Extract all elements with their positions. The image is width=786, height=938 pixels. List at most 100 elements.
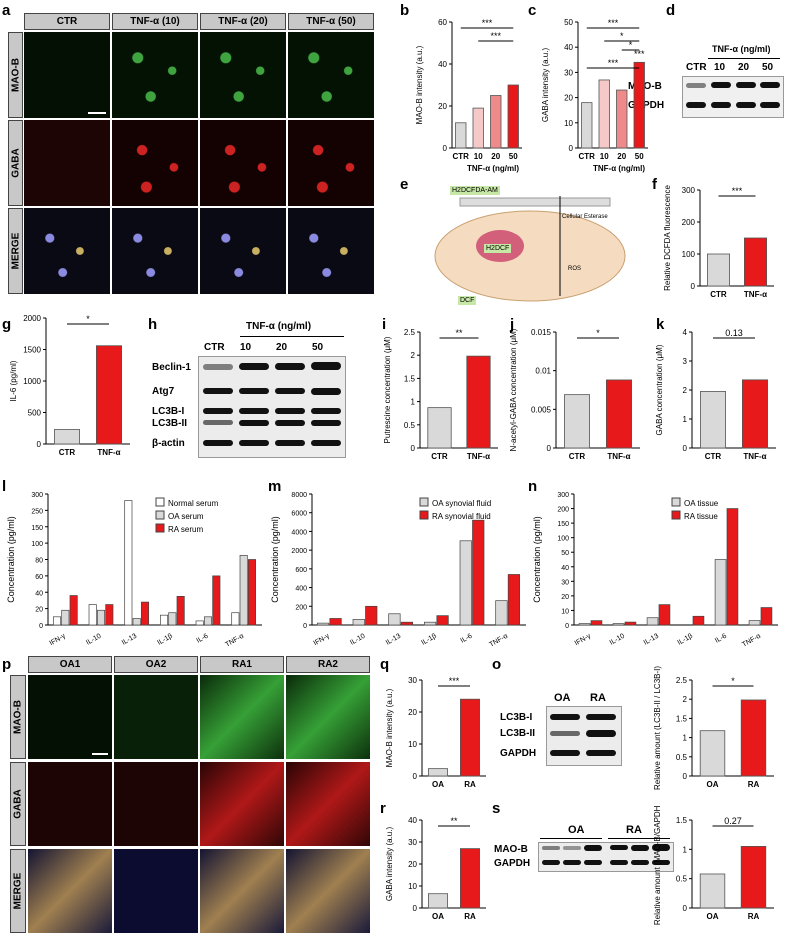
bar-20 [490,95,502,149]
blot-h-line [240,336,344,337]
panel-label-j: j [510,316,515,333]
y-tick-label: 300 [557,492,569,499]
sig-label: * [731,676,735,686]
col-header-tnf20: TNF-α (20) [200,13,286,30]
row-header-maob: MAO-B [8,32,23,118]
band-label-beclin: Beclin-1 [152,362,191,373]
legend-swatch [155,497,165,507]
schematic-label-h2dcf: H2DCF [484,244,512,253]
micro-a-merge-10 [112,208,198,294]
blot-d-line [708,58,780,59]
y-tick-label: 0 [569,144,574,153]
x-tick-label: TNF-α [97,448,120,457]
y-tick-label: 30 [564,68,573,77]
bar-TNF-α [466,355,491,449]
band-h [275,408,305,414]
band-h [203,440,233,446]
band-h [275,363,305,370]
lane-o-ra: RA [590,692,606,704]
bar-IL-6-1 [203,616,213,626]
band-h [275,440,305,446]
lane-h-ctr: CTR [204,342,225,353]
y-tick-label: 8000 [291,492,307,499]
panel-label-g: g [2,316,12,333]
band-h [239,388,269,394]
panel-label-d: d [666,2,676,19]
panel-label-i: i [382,316,387,333]
y-tick-label: 1000 [23,377,41,386]
bar-IL-13-2 [140,601,149,626]
bar-20 [616,89,628,149]
band-s [631,860,649,865]
y-tick-label: 300 [31,492,43,499]
x-tick-label: RA [748,780,760,789]
band-h [311,440,341,446]
legend-label: RA synovial fluid [432,512,491,521]
bar-IL-1β-1 [436,615,449,626]
x-axis-label: TNF-α (ng/ml) [593,164,645,173]
sig-label: *** [608,58,619,68]
micro-p-maob-ra1 [200,675,284,759]
y-tick-label: 150 [31,525,43,532]
y-tick-label: 50 [561,550,569,557]
band-s [542,860,560,865]
y-tick-label: 60 [438,18,447,27]
y-tick-label: 2.5 [404,328,416,337]
panel-label-l: l [2,478,7,495]
y-tick-label: 40 [35,590,43,597]
band-h [275,388,305,394]
lane-h-10: 10 [240,342,252,353]
x-tick-label: 10 [474,152,483,161]
y-tick-label: 1 [411,398,416,407]
panel-label-m: m [268,478,282,495]
row-header-merge: MERGE [8,208,23,294]
y-tick-label: 80 [35,558,43,565]
micro-a-merge-20 [200,208,286,294]
row-header-maob-p: MAO-B [10,675,26,759]
x-tick-label: RA [464,912,476,921]
micro-p-maob-oa1 [28,675,112,759]
bar-IFN-γ-1 [329,618,342,626]
y-tick-label: 300 [682,186,696,195]
bar-CTR [564,394,591,449]
y-tick-label: 0 [547,444,552,453]
x-tick-label: IFN-γ [574,632,593,647]
membrane [459,197,611,207]
bar-IL-1β-0 [424,621,437,626]
bar-IL-13-1 [658,604,671,626]
panel-label-q: q [380,656,390,673]
band-o [550,731,580,736]
bar-IL-13-0 [646,617,659,626]
band-h [239,440,269,446]
x-tick-label: CTR [705,452,722,461]
lane-h-50: 50 [312,342,324,353]
band-label-o-gapdh: GAPDH [500,748,537,759]
y-axis-label: Concentration (pg/ml) [6,516,16,603]
band-d [736,102,756,108]
schematic-label-dcf: DCF [458,296,477,305]
legend-label: RA serum [168,525,203,534]
band-label-atg7: Atg7 [152,386,175,397]
band-o [586,730,616,737]
bar-IL-13-1 [132,618,141,626]
legend-swatch [155,523,165,533]
chart-q: 0 10 20 30 OA RA MAO-B intensity (a.u.) *** [385,676,486,789]
chart-b: 0 20 40 60 CTR 10 20 50 MAO-B intensity (a.u.) TN… [415,18,522,173]
schematic-svg [434,196,626,302]
y-tick-label: 20 [438,102,447,111]
band-s [584,845,602,851]
y-tick-label: 1500 [23,346,41,355]
lane-o-oa: OA [554,692,571,704]
micro-a-gaba-10 [112,120,198,206]
y-axis-label: Concentration (pg/ml) [270,516,280,603]
y-tick-label: 2 [411,351,416,360]
blot-h-title: TNF-α (ng/ml) [246,321,312,332]
y-tick-label: 100 [557,536,569,543]
band-h [203,420,233,425]
y-tick-label: 1 [683,845,688,854]
y-tick-label: 10 [561,608,569,615]
chart-r: 0 10 20 30 40 OA RA GABA intensity (a.u.) ** [385,816,486,921]
bar-IFN-γ-1 [590,620,603,626]
y-tick-label: 0.015 [531,328,552,337]
y-axis-label: N-acetyl-GABA concentration (μM) [509,328,518,451]
